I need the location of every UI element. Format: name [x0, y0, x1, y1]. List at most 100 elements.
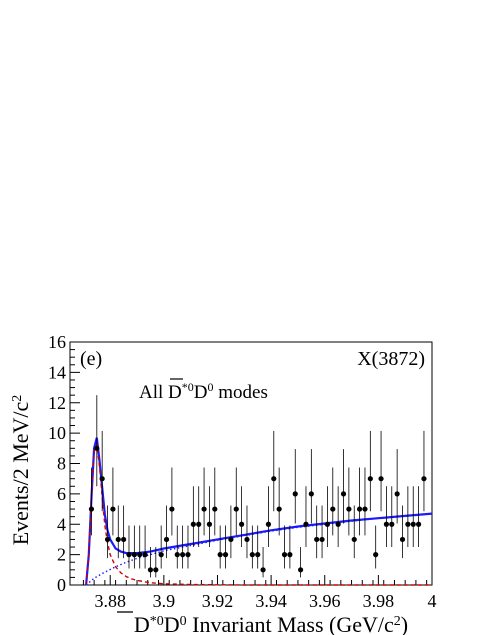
panel-label: (e) — [80, 348, 102, 370]
data-point — [362, 506, 368, 512]
mode-label-star: *0 — [182, 380, 194, 394]
data-point — [233, 506, 239, 512]
data-point — [276, 506, 282, 512]
data-point — [389, 521, 395, 527]
data-point — [383, 521, 390, 527]
data-point — [206, 521, 213, 527]
data-point — [373, 552, 379, 558]
mode-label-d: D — [194, 382, 208, 403]
x-tick-label: 4 — [428, 591, 437, 611]
data-point — [190, 521, 196, 527]
data-point — [147, 567, 154, 573]
data-point — [351, 536, 357, 543]
data-point — [292, 491, 298, 497]
data-point — [239, 521, 245, 527]
data-point — [319, 536, 325, 543]
data-point — [303, 521, 309, 527]
y-tick-label: 6 — [57, 484, 66, 504]
data-point — [110, 506, 116, 512]
data-point — [415, 521, 422, 527]
data-point — [357, 506, 363, 512]
data-point — [255, 552, 261, 558]
fit-curves — [85, 437, 433, 586]
mode-label-suffix: modes — [214, 382, 268, 403]
data-point — [340, 491, 347, 497]
x-axis-title: D*0D0 Invariant Mass (GeV/c2) — [134, 612, 408, 635]
data-point — [212, 506, 218, 512]
data-point — [137, 552, 143, 558]
data-point — [314, 536, 320, 543]
y-tick-label: 10 — [48, 423, 66, 443]
data-point — [249, 552, 255, 558]
x-tick-label: 3.98 — [363, 591, 395, 611]
mode-label: All D*0D0 modes — [139, 380, 268, 403]
resonance-label: X(3872) — [357, 348, 425, 370]
data-point — [158, 552, 164, 558]
data-point — [271, 476, 277, 482]
x-axis-close: ) — [401, 612, 408, 635]
data-point — [287, 552, 293, 558]
data-point — [394, 491, 400, 497]
y-tick-label: 4 — [57, 514, 66, 534]
data-point — [265, 521, 272, 527]
fit-curve-dashed — [85, 443, 432, 586]
data-point — [185, 552, 191, 558]
data-point — [169, 506, 175, 512]
data-point — [94, 445, 100, 451]
data-point — [217, 552, 223, 558]
data-point — [104, 536, 111, 543]
data-point — [126, 552, 132, 558]
data-point — [281, 552, 288, 558]
mode-label-prefix: All — [139, 382, 168, 403]
y-axis-title-text: Events/2 MeV/c — [8, 401, 33, 545]
data-point — [330, 506, 336, 512]
data-point — [142, 552, 148, 558]
x-axis-d: D — [164, 612, 180, 635]
x-tick-label: 3.88 — [94, 591, 126, 611]
data-point — [410, 521, 416, 527]
data-point — [99, 476, 105, 482]
x-tick-label: 3.94 — [255, 591, 287, 611]
data-point — [346, 506, 352, 512]
y-tick-label: 8 — [57, 454, 66, 474]
y-tick-label: 2 — [57, 545, 66, 565]
x-axis-dbar: D — [134, 612, 150, 635]
y-axis-title: Events/2 MeV/c2 — [8, 395, 33, 546]
data-point — [196, 521, 202, 527]
x-axis-star: *0 — [150, 614, 164, 629]
data-point — [153, 567, 159, 573]
data-point — [298, 567, 304, 573]
mode-label-dbar: D — [168, 382, 182, 403]
data-point — [180, 552, 186, 558]
y-axis-title-sup: 2 — [10, 395, 25, 402]
mode-label-zero: 0 — [208, 380, 214, 394]
data-point — [324, 521, 331, 527]
y-tick-label: 14 — [48, 362, 66, 382]
x-axis-sup: 2 — [394, 614, 401, 629]
data-point — [228, 536, 234, 543]
data-point — [115, 536, 121, 543]
data-point — [222, 552, 229, 558]
axis-ticks: 3.88 3.9 3.92 3.94 3.96 3.98 4 0 2 4 6 8 10 12 14 16 — [48, 332, 437, 611]
data-point — [367, 476, 373, 482]
data-point — [308, 491, 314, 497]
x-tick-label: 3.9 — [153, 591, 176, 611]
x-tick-label: 3.92 — [202, 591, 234, 611]
data-point — [405, 521, 411, 527]
fit-curve-solid — [85, 437, 433, 586]
data-point — [421, 476, 427, 482]
x-tick-label: 3.96 — [309, 591, 341, 611]
y-tick-label: 16 — [48, 332, 66, 352]
plot-frame — [69, 341, 433, 586]
y-tick-label: 12 — [48, 393, 66, 413]
data-point — [88, 506, 95, 512]
data-points — [88, 395, 427, 578]
data-point — [131, 552, 137, 558]
data-point — [201, 506, 207, 512]
data-point — [121, 536, 127, 543]
data-point — [244, 536, 250, 543]
data-point — [260, 567, 266, 573]
data-point — [163, 536, 170, 543]
x-axis-zero: 0 — [180, 614, 187, 629]
